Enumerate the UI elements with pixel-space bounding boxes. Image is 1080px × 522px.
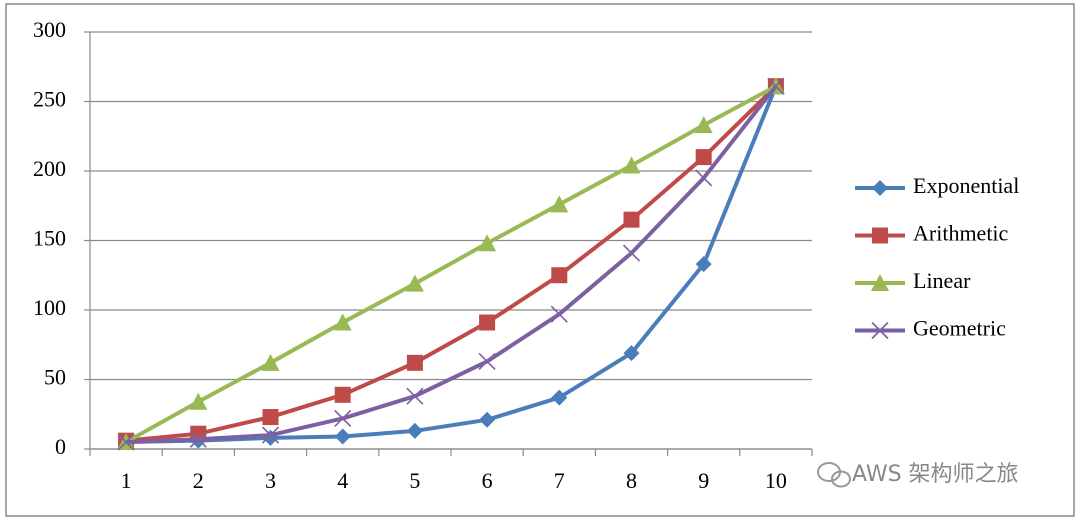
marker xyxy=(623,211,640,228)
legend-label: Exponential xyxy=(913,173,1019,198)
marker xyxy=(871,274,889,291)
x-tick-label: 9 xyxy=(698,468,709,493)
marker xyxy=(479,411,496,428)
watermark-icon xyxy=(817,462,851,488)
series-line xyxy=(125,84,777,444)
series-line xyxy=(126,85,778,445)
y-tick-label: 0 xyxy=(55,434,66,459)
legend-label: Arithmetic xyxy=(913,221,1009,246)
series-line xyxy=(125,84,778,443)
marker xyxy=(334,409,352,427)
marker xyxy=(261,353,280,371)
marker xyxy=(117,433,135,451)
marker xyxy=(694,116,713,134)
marker xyxy=(406,387,424,405)
x-tick-label: 3 xyxy=(265,468,276,493)
marker xyxy=(479,314,496,331)
marker xyxy=(550,195,569,213)
y-tick-label: 100 xyxy=(33,295,66,320)
marker xyxy=(478,234,497,252)
series-line xyxy=(126,84,778,445)
marker xyxy=(261,426,280,444)
marker xyxy=(334,386,351,403)
y-tick-label: 150 xyxy=(33,226,66,251)
chart-frame xyxy=(5,3,1075,517)
marker xyxy=(333,313,352,331)
marker xyxy=(622,244,641,262)
marker xyxy=(551,389,568,406)
y-tick-label: 50 xyxy=(44,365,66,390)
marker xyxy=(871,321,889,340)
marker xyxy=(695,169,713,187)
marker xyxy=(767,77,785,95)
marker xyxy=(695,149,712,166)
x-tick-label: 4 xyxy=(337,468,348,493)
marker xyxy=(406,354,423,371)
legend-label: Linear xyxy=(913,268,971,293)
watermark: AWS 架构师之旅 xyxy=(852,462,1019,487)
y-tick-label: 300 xyxy=(33,17,66,42)
marker xyxy=(334,428,351,445)
marker xyxy=(189,430,207,448)
marker xyxy=(551,267,568,284)
marker xyxy=(695,256,712,273)
legend-label: Geometric xyxy=(913,316,1006,341)
marker xyxy=(872,227,888,244)
y-tick-label: 200 xyxy=(33,156,66,181)
x-tick-label: 5 xyxy=(409,468,420,493)
marker xyxy=(405,274,424,292)
marker xyxy=(550,305,568,323)
marker xyxy=(406,422,423,439)
marker xyxy=(622,156,641,174)
x-tick-label: 1 xyxy=(121,468,132,493)
x-tick-label: 8 xyxy=(626,468,637,493)
y-tick-label: 250 xyxy=(33,87,66,112)
marker xyxy=(478,352,496,370)
x-tick-label: 10 xyxy=(765,468,787,493)
marker xyxy=(623,345,640,362)
marker xyxy=(872,180,888,196)
marker xyxy=(189,392,208,410)
marker xyxy=(262,409,279,426)
x-tick-label: 6 xyxy=(482,468,493,493)
x-tick-label: 7 xyxy=(554,468,565,493)
x-tick-label: 2 xyxy=(193,468,204,493)
